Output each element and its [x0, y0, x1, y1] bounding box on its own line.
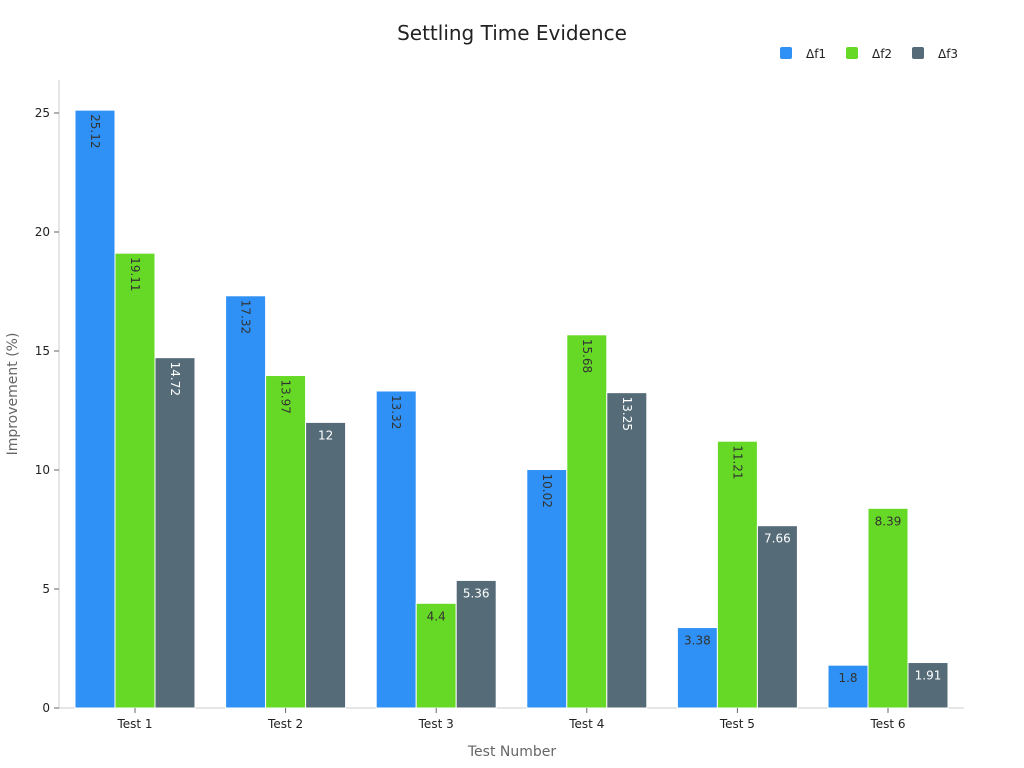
bar	[566, 334, 608, 709]
x-axis-ticks: Test 1 Test 2 Test 3 Test 4 Test 5 Test 6	[116, 708, 906, 731]
x-tick-label: Test 6	[869, 717, 905, 731]
y-axis-title: Improvement (%)	[5, 333, 21, 456]
y-tick-label: 0	[42, 701, 50, 715]
x-tick-label: Test 2	[267, 717, 303, 731]
bar	[756, 525, 798, 709]
legend-swatch	[780, 47, 792, 59]
bar-value-label: 12	[318, 428, 333, 442]
x-tick-label: Test 3	[418, 717, 454, 731]
bar-value-label: 13.32	[389, 395, 403, 429]
bar	[907, 662, 949, 709]
chart-title: Settling Time Evidence	[397, 21, 627, 45]
bar	[74, 109, 116, 709]
bar	[867, 507, 909, 709]
x-tick-label: Test 4	[568, 717, 604, 731]
legend-swatch	[846, 47, 858, 59]
bar	[265, 375, 307, 709]
y-tick-label: 15	[35, 344, 50, 358]
bar-value-label: 13.25	[620, 397, 634, 431]
y-tick-label: 25	[35, 106, 50, 120]
bars: 25.12 17.32 13.32 10.02 3.38 1.8 19.11 13.97 4.4…	[74, 109, 949, 709]
x-tick-label: Test 5	[719, 717, 755, 731]
bar	[606, 392, 648, 709]
bar-value-label: 11.21	[730, 445, 744, 479]
bar	[716, 440, 758, 709]
bar	[526, 469, 568, 709]
bar-value-label: 8.39	[875, 514, 902, 528]
x-tick-label: Test 1	[116, 717, 152, 731]
bar	[676, 627, 718, 709]
y-axis-ticks: 0 5 10 15 20 25	[35, 106, 59, 715]
bar	[305, 421, 347, 709]
y-tick-label: 5	[42, 582, 50, 596]
bar-value-label: 13.97	[279, 380, 293, 414]
legend-swatch	[912, 47, 924, 59]
x-axis-title: Test Number	[467, 744, 557, 760]
bar-value-label: 3.38	[684, 634, 711, 648]
bar-value-label: 19.11	[128, 257, 142, 291]
bar-value-label: 25.12	[88, 114, 102, 148]
y-tick-label: 10	[35, 463, 50, 477]
bar	[225, 295, 267, 709]
bar-value-label: 1.91	[915, 669, 942, 683]
bar-value-label: 5.36	[463, 586, 490, 600]
bar	[375, 390, 417, 709]
bar-value-label: 17.32	[239, 300, 253, 334]
bar-value-label: 1.8	[838, 671, 857, 685]
bar-value-label: 7.66	[764, 532, 791, 546]
legend-label: Δf2	[872, 47, 892, 61]
bar-value-label: 14.72	[168, 362, 182, 396]
bar	[114, 252, 156, 709]
bar-value-label: 10.02	[540, 474, 554, 508]
bar-value-label: 15.68	[580, 339, 594, 373]
legend-label: Δf1	[806, 47, 826, 61]
legend-label: Δf3	[938, 47, 958, 61]
legend: Δf1 Δf2 Δf3	[780, 47, 958, 61]
y-tick-label: 20	[35, 225, 50, 239]
bar	[455, 579, 497, 709]
bar-value-label: 4.4	[427, 609, 446, 623]
bar	[154, 357, 196, 709]
